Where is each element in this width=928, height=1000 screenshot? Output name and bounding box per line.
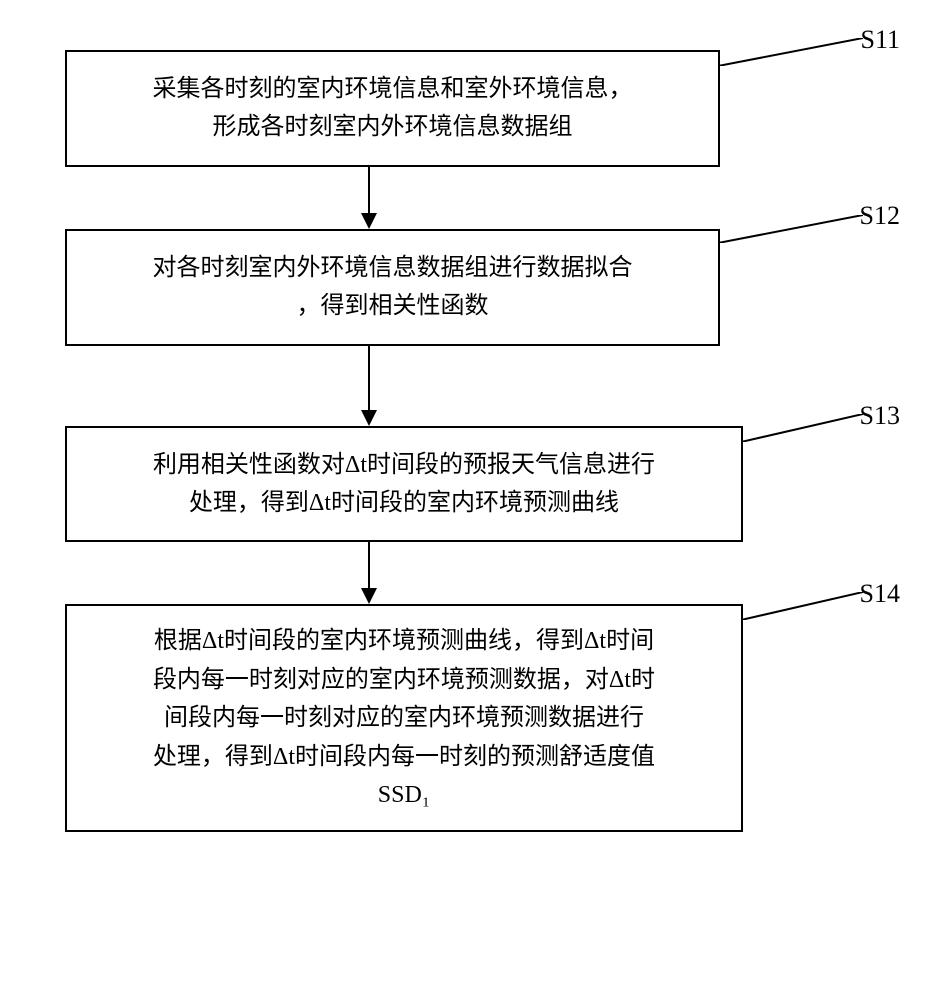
flowchart-container: 采集各时刻的室内环境信息和室外环境信息， 形成各时刻室内外环境信息数据组 S11…: [0, 0, 928, 1000]
node-s13: 利用相关性函数对Δt时间段的预报天气信息进行 处理，得到Δt时间段的室内环境预测…: [65, 426, 743, 543]
node-wrapper-s13: 利用相关性函数对Δt时间段的预报天气信息进行 处理，得到Δt时间段的室内环境预测…: [0, 426, 928, 543]
node-s14: 根据Δt时间段的室内环境预测曲线，得到Δt时间 段内每一时刻对应的室内环境预测数…: [65, 604, 743, 832]
arrow-s12-s13: [361, 346, 377, 426]
arrow-s13-s14: [361, 542, 377, 604]
arrow-head-icon: [361, 410, 377, 426]
node-s12-text-line2: ，得到相关性函数: [97, 287, 688, 325]
node-wrapper-s12: 对各时刻室内外环境信息数据组进行数据拟合 ，得到相关性函数 S12: [0, 229, 928, 346]
leader-line-s12: [718, 215, 863, 243]
node-s12: 对各时刻室内外环境信息数据组进行数据拟合 ，得到相关性函数: [65, 229, 720, 346]
leader-line-s14: [741, 592, 863, 620]
node-s11-text-line2: 形成各时刻室内外环境信息数据组: [97, 108, 688, 146]
node-s14-text-line4: 处理，得到Δt时间段内每一时刻的预测舒适度值: [95, 738, 713, 776]
arrow-line: [368, 346, 370, 410]
node-wrapper-s14: 根据Δt时间段的室内环境预测曲线，得到Δt时间 段内每一时刻对应的室内环境预测数…: [0, 604, 928, 832]
step-label-s14: S14: [860, 579, 900, 609]
leader-line-s11: [718, 38, 863, 66]
step-label-s11: S11: [861, 25, 901, 55]
node-wrapper-s11: 采集各时刻的室内环境信息和室外环境信息， 形成各时刻室内外环境信息数据组 S11: [0, 50, 928, 167]
arrow-head-icon: [361, 213, 377, 229]
node-s11-text-line1: 采集各时刻的室内环境信息和室外环境信息，: [97, 70, 688, 108]
leader-line-s13: [741, 414, 863, 442]
step-label-s13: S13: [860, 401, 900, 431]
node-s14-text-line1: 根据Δt时间段的室内环境预测曲线，得到Δt时间: [95, 622, 713, 660]
arrow-head-icon: [361, 588, 377, 604]
arrow-s11-s12: [361, 167, 377, 229]
node-s11: 采集各时刻的室内环境信息和室外环境信息， 形成各时刻室内外环境信息数据组: [65, 50, 720, 167]
node-s14-text-line2: 段内每一时刻对应的室内环境预测数据，对Δt时: [95, 661, 713, 699]
arrow-line: [368, 167, 370, 213]
node-s14-text-line5: SSD₁: [95, 776, 713, 814]
node-s13-text-line1: 利用相关性函数对Δt时间段的预报天气信息进行: [97, 446, 711, 484]
step-label-s12: S12: [860, 201, 900, 231]
node-s12-text-line1: 对各时刻室内外环境信息数据组进行数据拟合: [97, 249, 688, 287]
node-s13-text-line2: 处理，得到Δt时间段的室内环境预测曲线: [97, 484, 711, 522]
node-s14-text-line3: 间段内每一时刻对应的室内环境预测数据进行: [95, 699, 713, 737]
arrow-line: [368, 542, 370, 588]
